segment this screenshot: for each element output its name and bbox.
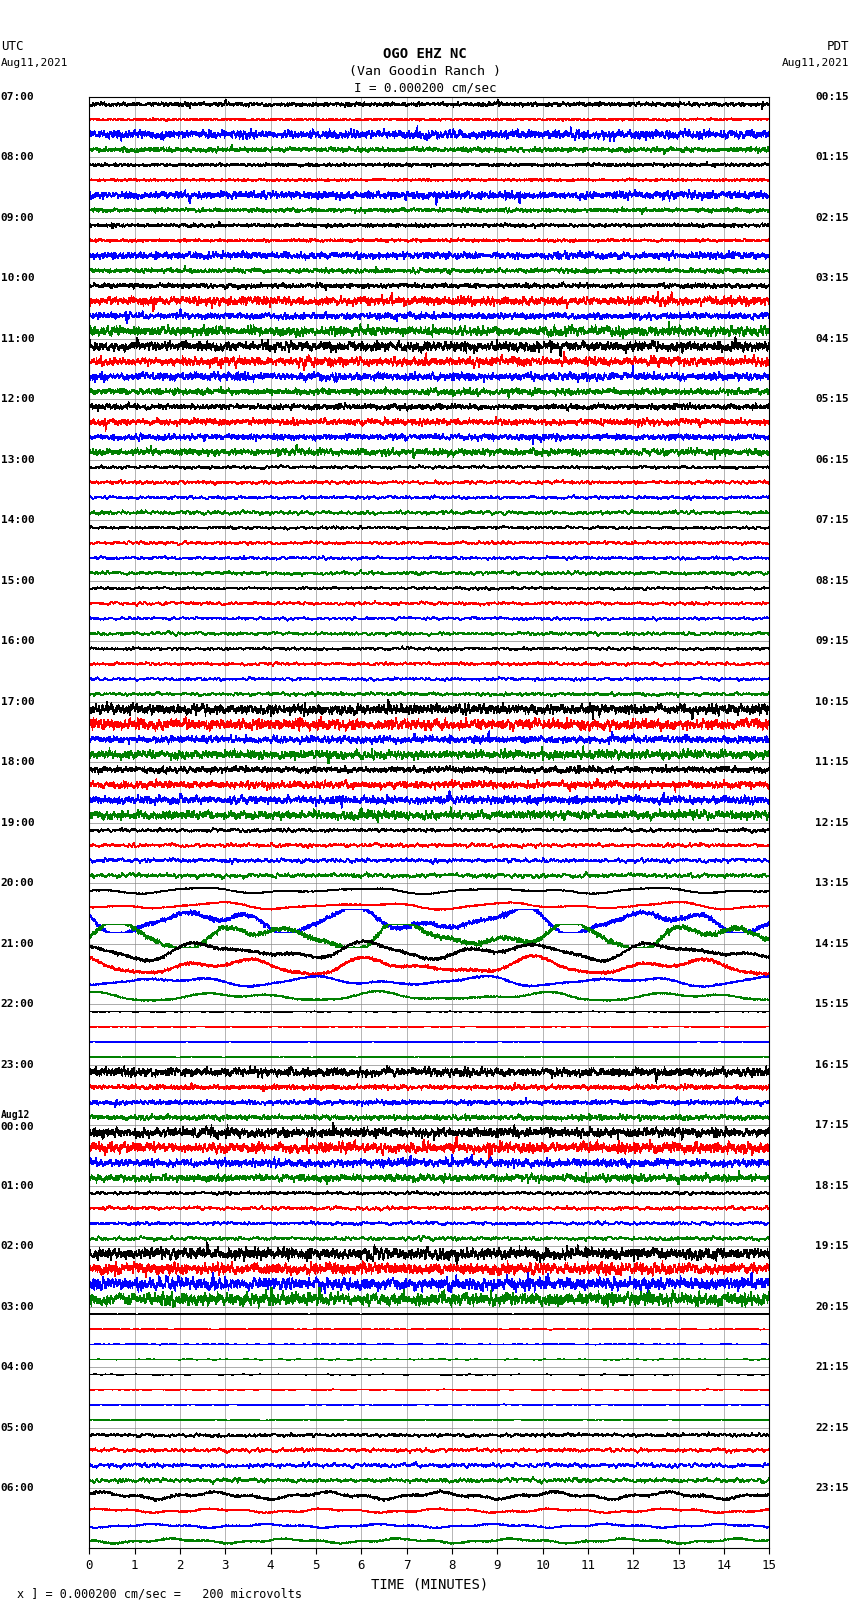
Text: 16:15: 16:15 xyxy=(815,1060,849,1069)
Text: 00:15: 00:15 xyxy=(815,92,849,102)
Text: 05:15: 05:15 xyxy=(815,394,849,405)
Text: 22:00: 22:00 xyxy=(1,998,35,1010)
Text: PDT: PDT xyxy=(827,40,849,53)
Text: 23:00: 23:00 xyxy=(1,1060,35,1069)
Text: 14:00: 14:00 xyxy=(1,515,35,526)
Text: 06:15: 06:15 xyxy=(815,455,849,465)
Text: 08:15: 08:15 xyxy=(815,576,849,586)
Text: 08:00: 08:00 xyxy=(1,152,35,163)
Text: Aug12: Aug12 xyxy=(1,1110,31,1121)
Text: 21:00: 21:00 xyxy=(1,939,35,948)
Text: 09:00: 09:00 xyxy=(1,213,35,223)
Text: 05:00: 05:00 xyxy=(1,1423,35,1432)
Text: (Van Goodin Ranch ): (Van Goodin Ranch ) xyxy=(349,65,501,79)
Text: Aug11,2021: Aug11,2021 xyxy=(782,58,849,68)
Text: 13:00: 13:00 xyxy=(1,455,35,465)
Text: 00:00: 00:00 xyxy=(1,1121,35,1132)
Text: 09:15: 09:15 xyxy=(815,636,849,647)
Text: OGO EHZ NC: OGO EHZ NC xyxy=(383,47,467,61)
Text: Aug11,2021: Aug11,2021 xyxy=(1,58,68,68)
Text: 13:15: 13:15 xyxy=(815,877,849,889)
Text: 06:00: 06:00 xyxy=(1,1482,35,1494)
Text: 12:00: 12:00 xyxy=(1,394,35,405)
Text: 17:00: 17:00 xyxy=(1,697,35,706)
Text: UTC: UTC xyxy=(1,40,23,53)
Text: 07:15: 07:15 xyxy=(815,515,849,526)
Text: 18:00: 18:00 xyxy=(1,756,35,768)
Text: 19:00: 19:00 xyxy=(1,818,35,827)
Text: 04:15: 04:15 xyxy=(815,334,849,344)
Text: 04:00: 04:00 xyxy=(1,1361,35,1373)
Text: 16:00: 16:00 xyxy=(1,636,35,647)
Text: 22:15: 22:15 xyxy=(815,1423,849,1432)
Text: 12:15: 12:15 xyxy=(815,818,849,827)
Text: 20:00: 20:00 xyxy=(1,877,35,889)
Text: 15:00: 15:00 xyxy=(1,576,35,586)
Text: 07:00: 07:00 xyxy=(1,92,35,102)
Text: 20:15: 20:15 xyxy=(815,1302,849,1311)
Text: 11:15: 11:15 xyxy=(815,756,849,768)
Text: 18:15: 18:15 xyxy=(815,1181,849,1190)
Text: 01:15: 01:15 xyxy=(815,152,849,163)
Text: 14:15: 14:15 xyxy=(815,939,849,948)
Text: 19:15: 19:15 xyxy=(815,1240,849,1252)
Text: 21:15: 21:15 xyxy=(815,1361,849,1373)
Text: I = 0.000200 cm/sec: I = 0.000200 cm/sec xyxy=(354,81,496,95)
Text: 15:15: 15:15 xyxy=(815,998,849,1010)
Text: 17:15: 17:15 xyxy=(815,1119,849,1131)
Text: 02:00: 02:00 xyxy=(1,1240,35,1252)
Text: 03:00: 03:00 xyxy=(1,1302,35,1311)
Text: 10:15: 10:15 xyxy=(815,697,849,706)
Text: x ] = 0.000200 cm/sec =   200 microvolts: x ] = 0.000200 cm/sec = 200 microvolts xyxy=(17,1587,302,1600)
Text: 03:15: 03:15 xyxy=(815,273,849,284)
Text: 11:00: 11:00 xyxy=(1,334,35,344)
Text: 10:00: 10:00 xyxy=(1,273,35,284)
Text: 23:15: 23:15 xyxy=(815,1482,849,1494)
Text: 02:15: 02:15 xyxy=(815,213,849,223)
Text: 01:00: 01:00 xyxy=(1,1181,35,1190)
X-axis label: TIME (MINUTES): TIME (MINUTES) xyxy=(371,1578,488,1592)
